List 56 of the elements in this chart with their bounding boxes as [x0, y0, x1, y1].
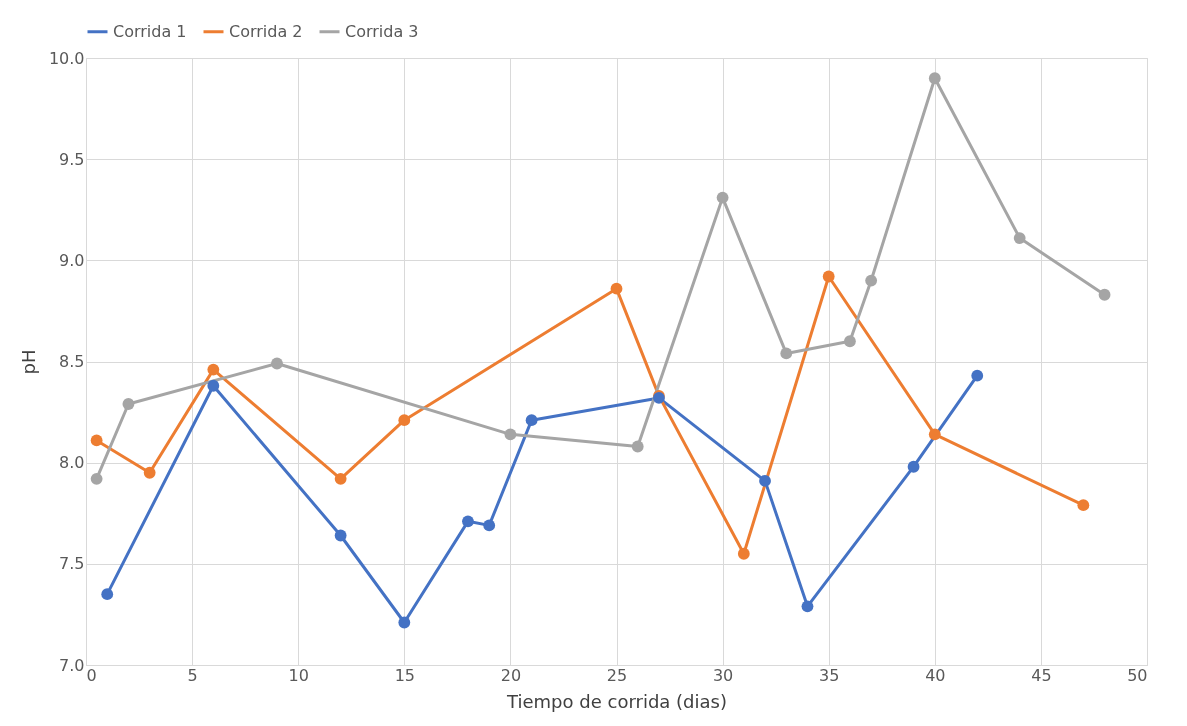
point [865, 274, 878, 287]
point [716, 191, 729, 204]
x-tick-label: 45 [1031, 665, 1052, 685]
legend-label: Corrida 2 [229, 21, 303, 41]
point [101, 588, 114, 601]
point [907, 460, 920, 473]
point [928, 428, 941, 441]
point [928, 72, 941, 85]
point [525, 414, 538, 427]
point [504, 428, 517, 441]
point [1077, 499, 1090, 512]
y-tick-label: 8.5 [59, 352, 85, 371]
point [334, 472, 347, 485]
point [822, 270, 835, 283]
y-axis-title: pH [17, 349, 39, 375]
x-tick-label: 5 [187, 665, 198, 685]
point [122, 398, 135, 410]
x-tick-label: 20 [500, 665, 522, 685]
point [971, 369, 984, 382]
point [90, 434, 103, 447]
point [271, 357, 283, 370]
point [631, 440, 644, 453]
y-tick-label: 10.0 [48, 48, 85, 68]
x-tick-label: 30 [712, 665, 734, 685]
point [759, 474, 771, 487]
point [207, 363, 220, 376]
y-tick-label: 7.5 [59, 554, 85, 574]
point [462, 515, 474, 528]
y-tick-label: 9.0 [59, 250, 85, 270]
point [398, 616, 411, 629]
x-tick-label: 50 [1127, 665, 1148, 685]
point [334, 529, 347, 542]
point [610, 282, 623, 295]
y-tick-label: 7.0 [59, 655, 85, 675]
y-tick-label: 8.0 [59, 453, 85, 473]
x-tick-label: 25 [606, 665, 628, 685]
y-tick-label: 9.5 [59, 149, 85, 169]
x-axis-title: Tiempo de corrida (dias) [506, 690, 727, 712]
point [483, 519, 496, 532]
legend-label: Corrida 3 [345, 21, 419, 41]
point [737, 547, 750, 560]
point [844, 335, 856, 348]
x-tick-label: 40 [925, 665, 946, 685]
x-tick-label: 15 [394, 665, 415, 685]
point [143, 466, 156, 479]
point [1098, 288, 1111, 301]
point [398, 414, 411, 427]
point [801, 600, 814, 613]
point [90, 472, 103, 485]
point [1013, 232, 1026, 244]
x-tick-label: 35 [819, 665, 840, 685]
point [780, 347, 793, 360]
point [207, 379, 220, 392]
x-tick-label: 0 [86, 665, 97, 685]
legend-label: Corrida 1 [113, 21, 187, 41]
x-tick-label: 10 [288, 665, 309, 685]
